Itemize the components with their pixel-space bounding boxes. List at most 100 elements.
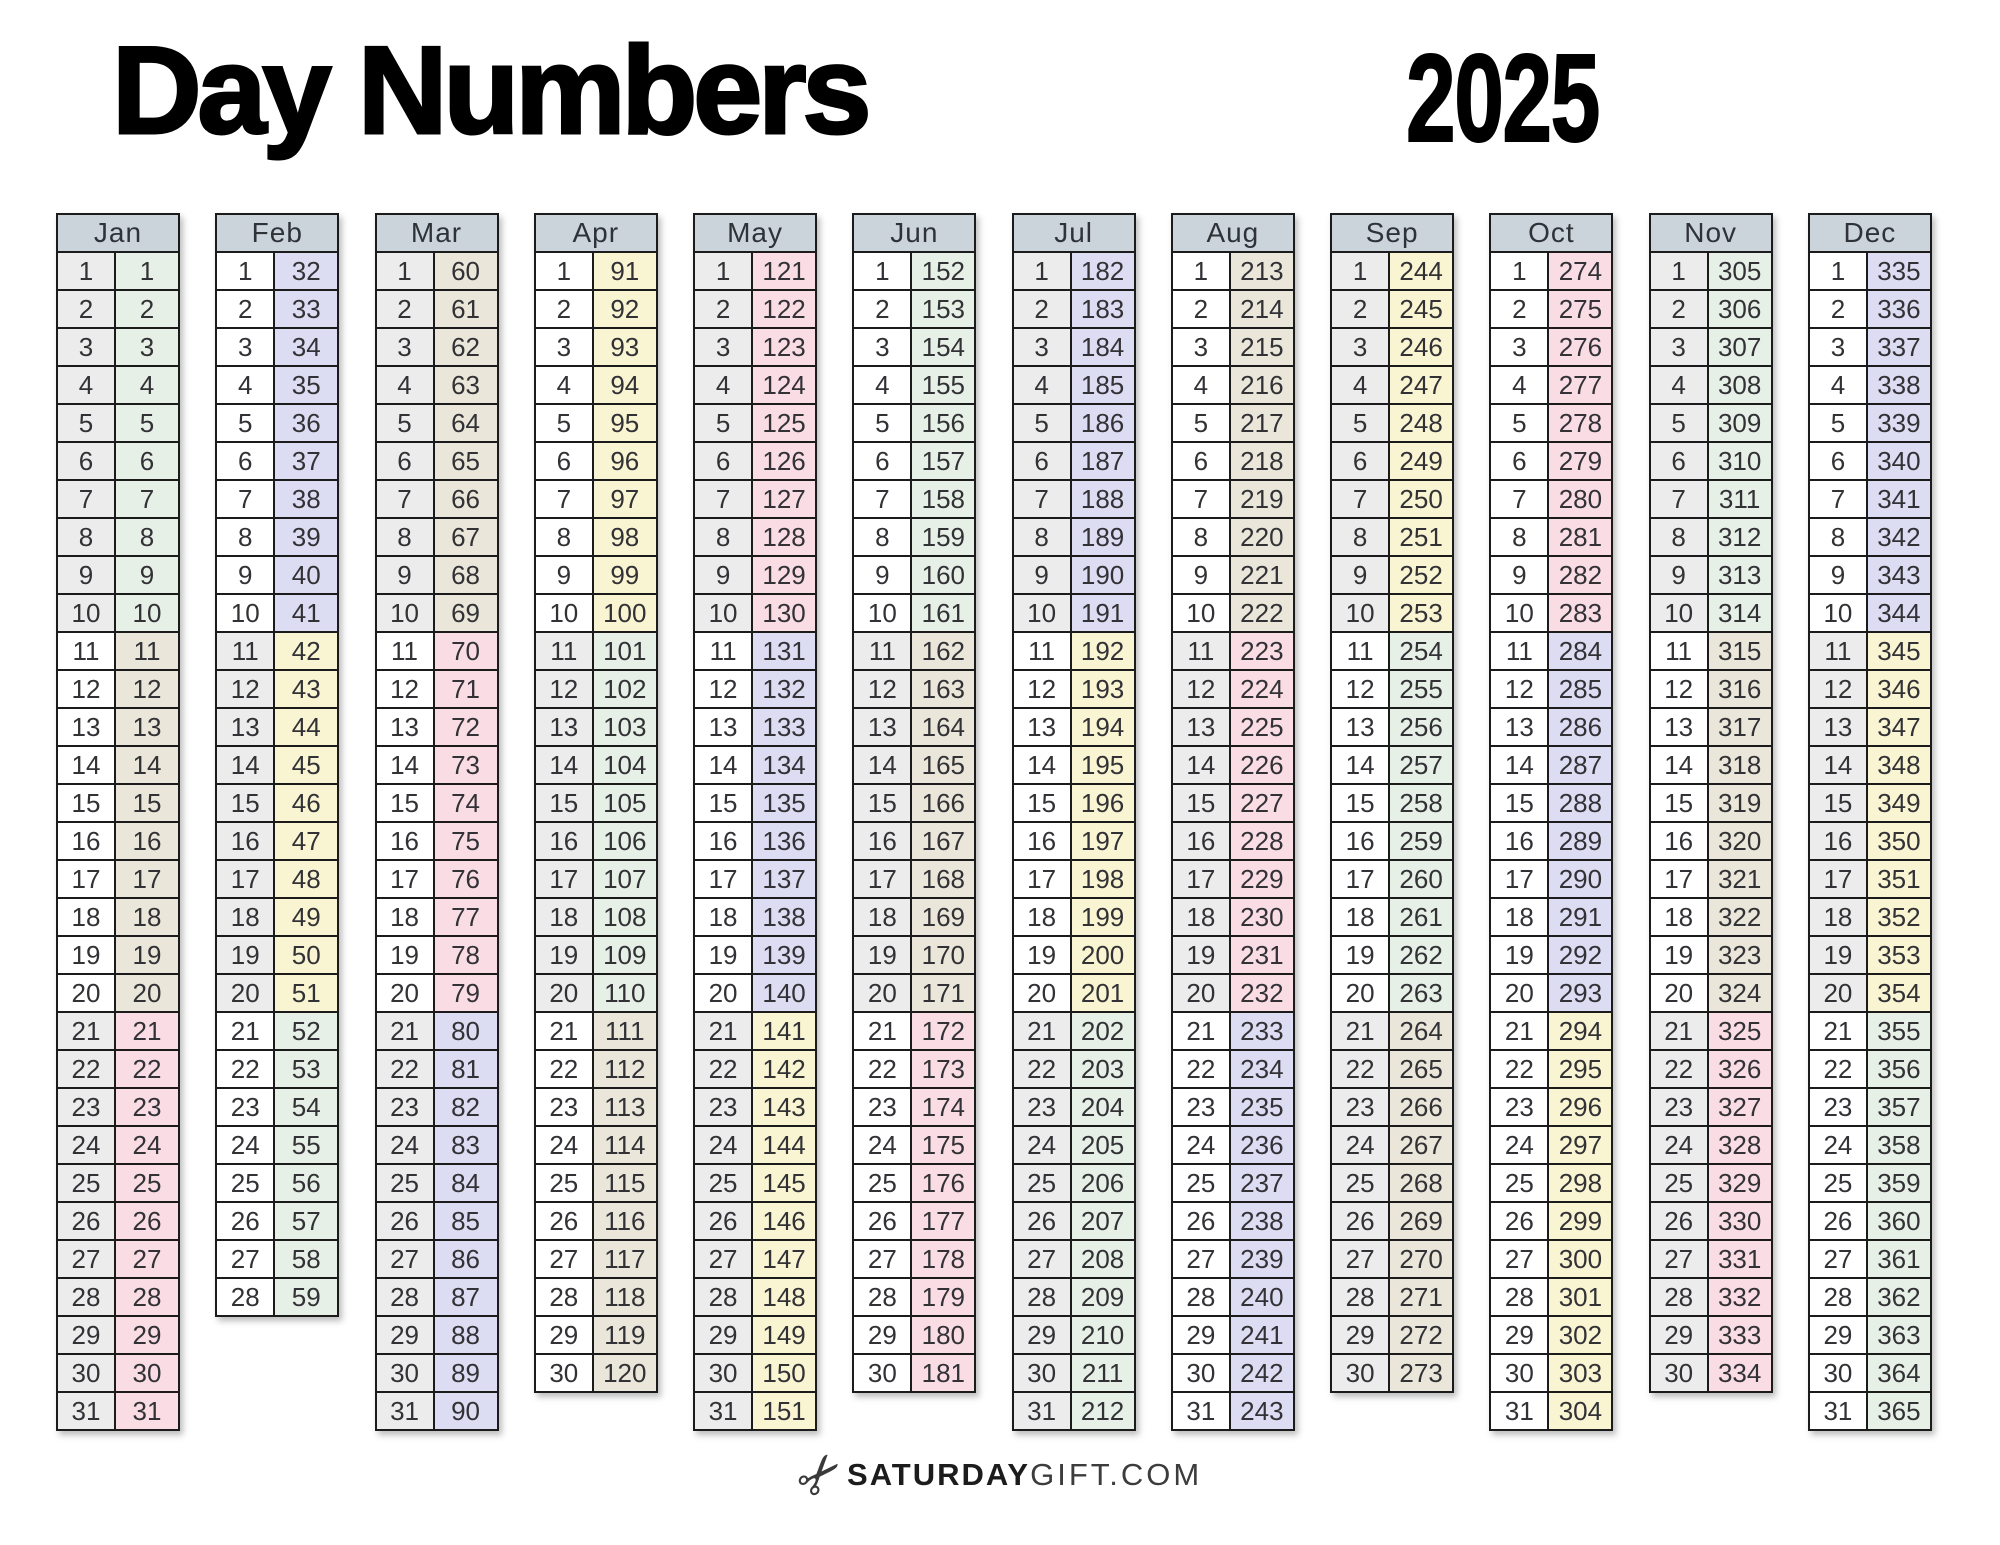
day-row: 29 88 [376, 1315, 497, 1353]
day-of-month-cell: 2 [58, 291, 116, 327]
day-of-year-cell: 110 [593, 975, 656, 1011]
day-row: 18 77 [376, 897, 497, 935]
day-of-year-cell: 17 [116, 861, 178, 897]
day-row: 23 23 [58, 1087, 178, 1125]
day-of-month-cell: 14 [376, 747, 435, 783]
month-table-jan: Jan 1 1 2 2 3 3 4 4 5 5 6 6 7 7 8 8 9 9 10 10 11 11 12 12 13 13 14 1… [56, 213, 180, 1431]
day-row: 20 354 [1809, 973, 1930, 1011]
day-of-month-cell: 11 [1332, 633, 1391, 669]
day-of-month-cell: 22 [376, 1051, 435, 1087]
brand-name-bold: SATURDAY [847, 1457, 1031, 1492]
day-row: 6 249 [1332, 441, 1453, 479]
day-row: 21 233 [1172, 1011, 1293, 1049]
day-of-year-cell: 330 [1708, 1203, 1771, 1239]
day-of-year-cell: 95 [593, 405, 656, 441]
day-of-year-cell: 72 [434, 709, 497, 745]
day-row: 18 352 [1809, 897, 1930, 935]
day-of-year-cell: 2 [116, 291, 178, 327]
day-of-month-cell: 17 [1809, 861, 1868, 897]
day-row: 31 212 [1013, 1391, 1134, 1429]
day-row: 3 184 [1013, 327, 1134, 365]
day-of-month-cell: 7 [217, 481, 276, 517]
day-row: 4 94 [535, 365, 656, 403]
day-of-year-cell: 253 [1390, 595, 1453, 631]
day-row: 12 224 [1172, 669, 1293, 707]
day-of-year-cell: 239 [1230, 1241, 1293, 1277]
day-of-month-cell: 4 [535, 367, 594, 403]
day-row: 9 129 [695, 555, 816, 593]
day-of-month-cell: 25 [1809, 1165, 1868, 1201]
day-row: 10 130 [695, 593, 816, 631]
day-of-year-cell: 257 [1390, 747, 1453, 783]
day-of-month-cell: 2 [1650, 291, 1709, 327]
day-of-month-cell: 3 [695, 329, 754, 365]
day-of-year-cell: 37 [275, 443, 338, 479]
day-of-year-cell: 279 [1549, 443, 1612, 479]
day-row: 27 86 [376, 1239, 497, 1277]
day-of-month-cell: 27 [1332, 1241, 1391, 1277]
day-of-month-cell: 18 [535, 899, 594, 935]
day-of-month-cell: 1 [58, 253, 116, 289]
day-of-month-cell: 14 [217, 747, 276, 783]
day-of-year-cell: 213 [1230, 253, 1293, 289]
day-row: 22 265 [1332, 1049, 1453, 1087]
day-of-year-cell: 183 [1071, 291, 1134, 327]
day-of-month-cell: 21 [58, 1013, 116, 1049]
day-of-month-cell: 23 [695, 1089, 754, 1125]
day-row: 26 146 [695, 1201, 816, 1239]
day-row: 5 95 [535, 403, 656, 441]
day-of-month-cell: 8 [535, 519, 594, 555]
day-row: 19 231 [1172, 935, 1293, 973]
day-row: 20 79 [376, 973, 497, 1011]
day-of-month-cell: 15 [217, 785, 276, 821]
day-row: 22 112 [535, 1049, 656, 1087]
day-of-year-cell: 104 [593, 747, 656, 783]
day-of-month-cell: 9 [1491, 557, 1550, 593]
day-row: 18 230 [1172, 897, 1293, 935]
day-of-year-cell: 132 [753, 671, 816, 707]
day-of-year-cell: 91 [593, 253, 656, 289]
day-of-year-cell: 186 [1071, 405, 1134, 441]
day-of-year-cell: 126 [753, 443, 816, 479]
day-of-year-cell: 11 [116, 633, 178, 669]
day-of-year-cell: 295 [1549, 1051, 1612, 1087]
day-row: 25 145 [695, 1163, 816, 1201]
day-of-year-cell: 267 [1390, 1127, 1453, 1163]
day-row: 25 84 [376, 1163, 497, 1201]
day-of-year-cell: 323 [1708, 937, 1771, 973]
day-of-month-cell: 15 [1172, 785, 1231, 821]
day-of-month-cell: 4 [1809, 367, 1868, 403]
day-of-month-cell: 15 [376, 785, 435, 821]
day-of-month-cell: 9 [1172, 557, 1231, 593]
day-of-month-cell: 10 [376, 595, 435, 631]
day-row: 21 52 [217, 1011, 338, 1049]
day-of-month-cell: 6 [1809, 443, 1868, 479]
day-of-month-cell: 12 [1491, 671, 1550, 707]
day-of-year-cell: 224 [1230, 671, 1293, 707]
day-of-year-cell: 99 [593, 557, 656, 593]
day-of-year-cell: 329 [1708, 1165, 1771, 1201]
day-row: 18 322 [1650, 897, 1771, 935]
day-row: 3 337 [1809, 327, 1930, 365]
day-row: 5 186 [1013, 403, 1134, 441]
day-of-month-cell: 23 [535, 1089, 594, 1125]
day-of-month-cell: 9 [376, 557, 435, 593]
day-row: 4 216 [1172, 365, 1293, 403]
day-of-month-cell: 17 [1650, 861, 1709, 897]
day-of-month-cell: 17 [1013, 861, 1072, 897]
day-of-year-cell: 65 [434, 443, 497, 479]
day-row: 6 279 [1491, 441, 1612, 479]
day-of-month-cell: 19 [1172, 937, 1231, 973]
day-of-year-cell: 79 [434, 975, 497, 1011]
day-of-month-cell: 26 [854, 1203, 913, 1239]
day-of-month-cell: 26 [217, 1203, 276, 1239]
day-of-month-cell: 20 [854, 975, 913, 1011]
day-row: 4 338 [1809, 365, 1930, 403]
day-of-month-cell: 26 [1650, 1203, 1709, 1239]
day-of-year-cell: 273 [1390, 1355, 1453, 1391]
day-of-year-cell: 1 [116, 253, 178, 289]
day-of-year-cell: 336 [1867, 291, 1930, 327]
day-row: 11 101 [535, 631, 656, 669]
day-row: 9 252 [1332, 555, 1453, 593]
